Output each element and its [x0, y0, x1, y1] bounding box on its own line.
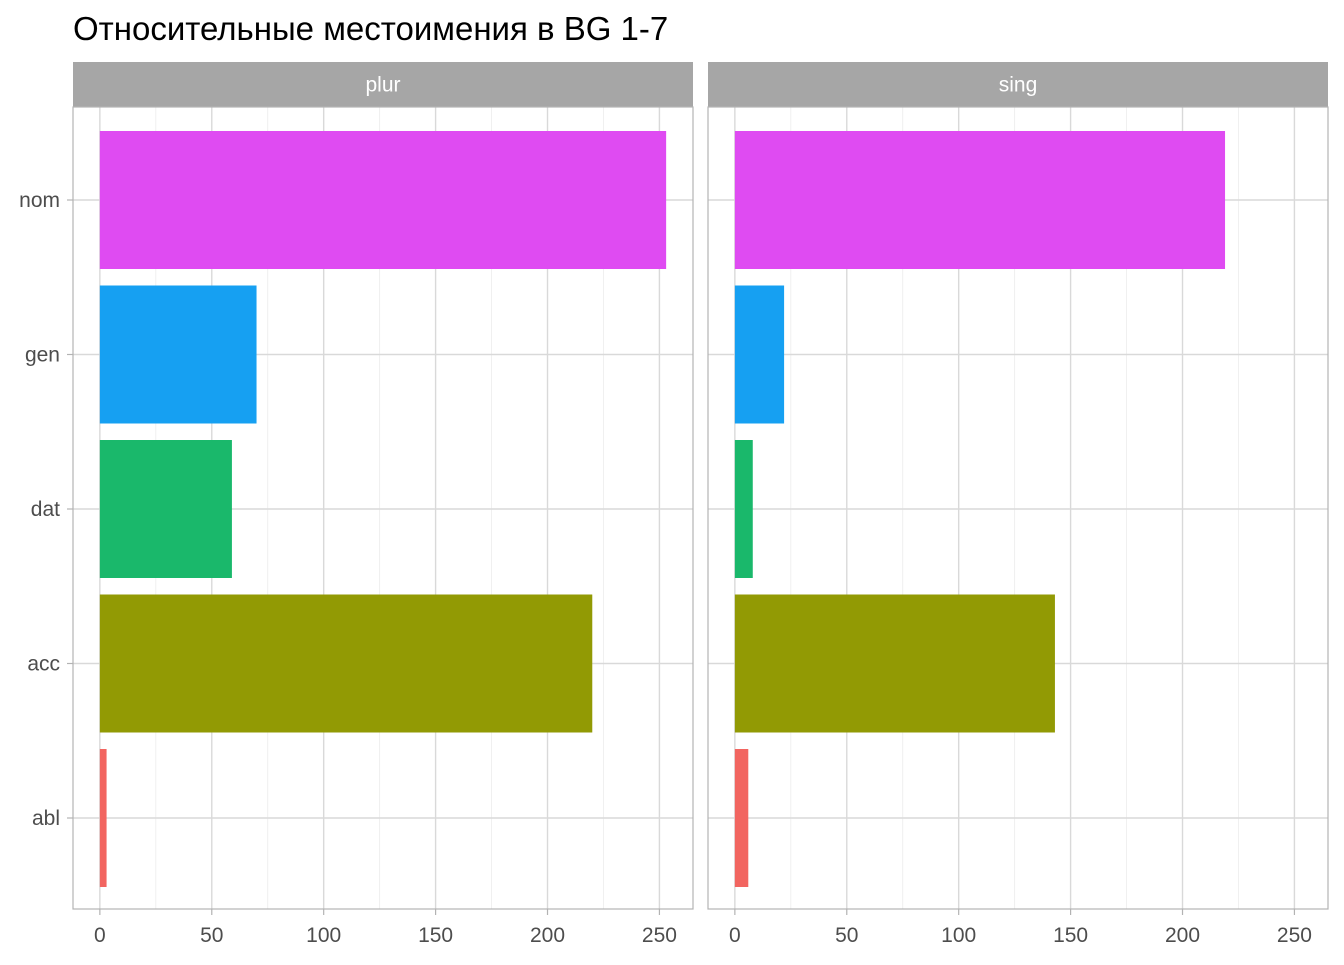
facet-strip [73, 62, 693, 107]
bar-sing-gen [734, 285, 785, 424]
bar-sing-acc [734, 594, 1055, 733]
bar-plur-abl [99, 749, 107, 887]
y-tick-label-dat: dat [31, 498, 60, 521]
bar-plur-nom [99, 131, 667, 269]
panels-layer: plur 0 50 100 150 200 250 nom gen dat acc abl sing 0 5… [19, 62, 1329, 947]
x-tick-label: 100 [306, 924, 341, 947]
bar-plur-dat [99, 440, 232, 578]
x-tick-label: 100 [941, 924, 976, 947]
bar-sing-nom [734, 131, 1226, 269]
panel-sing: sing 0 50 100 150 200 250 [707, 62, 1329, 947]
panel-plur: plur 0 50 100 150 200 250 nom gen dat acc abl [19, 62, 694, 947]
chart-title: Относительные местоимения в BG 1-7 [73, 10, 668, 47]
x-tick-label: 0 [94, 924, 106, 947]
x-tick-label: 250 [642, 924, 677, 947]
x-tick-label: 200 [1165, 924, 1200, 947]
bar-sing-dat [734, 440, 753, 578]
y-tick-label-nom: nom [19, 189, 60, 212]
x-tick-label: 50 [835, 924, 858, 947]
y-tick-label-acc: acc [27, 653, 60, 676]
y-tick-label-gen: gen [25, 344, 60, 367]
x-tick-label: 50 [200, 924, 223, 947]
bar-plur-acc [99, 594, 593, 733]
panel-border [707, 106, 1329, 910]
x-tick-label: 250 [1277, 924, 1312, 947]
facet-strip [708, 62, 1328, 107]
x-tick-label: 150 [418, 924, 453, 947]
y-tick-label-abl: abl [32, 807, 60, 830]
x-tick-label: 150 [1053, 924, 1088, 947]
bar-sing-abl [734, 749, 749, 887]
x-tick-label: 200 [530, 924, 565, 947]
x-tick-label: 0 [729, 924, 741, 947]
facet-strip-label: sing [999, 74, 1038, 97]
bar-plur-gen [99, 285, 257, 424]
panel-border [72, 106, 694, 910]
facet-strip-label: plur [365, 74, 400, 97]
